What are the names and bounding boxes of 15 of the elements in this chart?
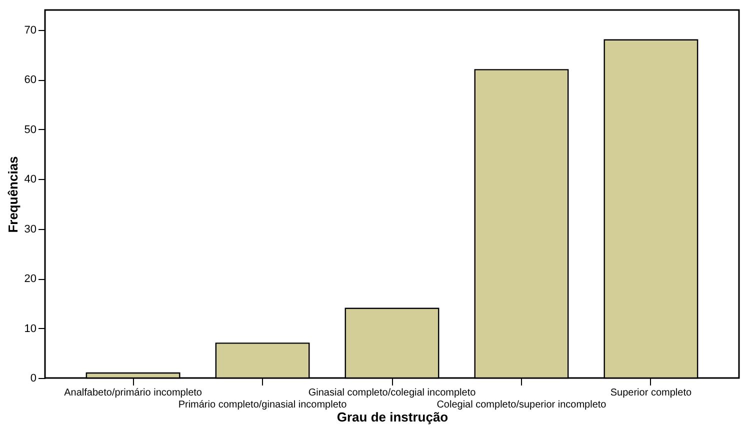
x-tick-label: Superior completo [610,388,692,398]
y-tick-label: 60 [24,74,36,86]
y-tick-label: 10 [24,322,36,335]
x-tick-label: Ginasial completo/colegial incompleto [308,388,476,398]
y-tick-label: 20 [24,273,36,286]
x-axis-title: Grau de instrução [336,410,448,424]
y-tick-label: 40 [24,174,36,186]
y-tick-label: 30 [24,223,36,236]
x-tick-label: Primário completo/ginasial incompleto [178,400,348,410]
x-tick-label: Analfabeto/primário incompleto [64,388,202,398]
x-tick-label: Colegial completo/superior incompleto [436,400,607,410]
y-tick-label: 70 [24,24,36,36]
y-axis-title: Frequências [5,156,20,233]
y-tick-label: 50 [24,124,36,136]
y-tick-label: 0 [30,372,36,384]
